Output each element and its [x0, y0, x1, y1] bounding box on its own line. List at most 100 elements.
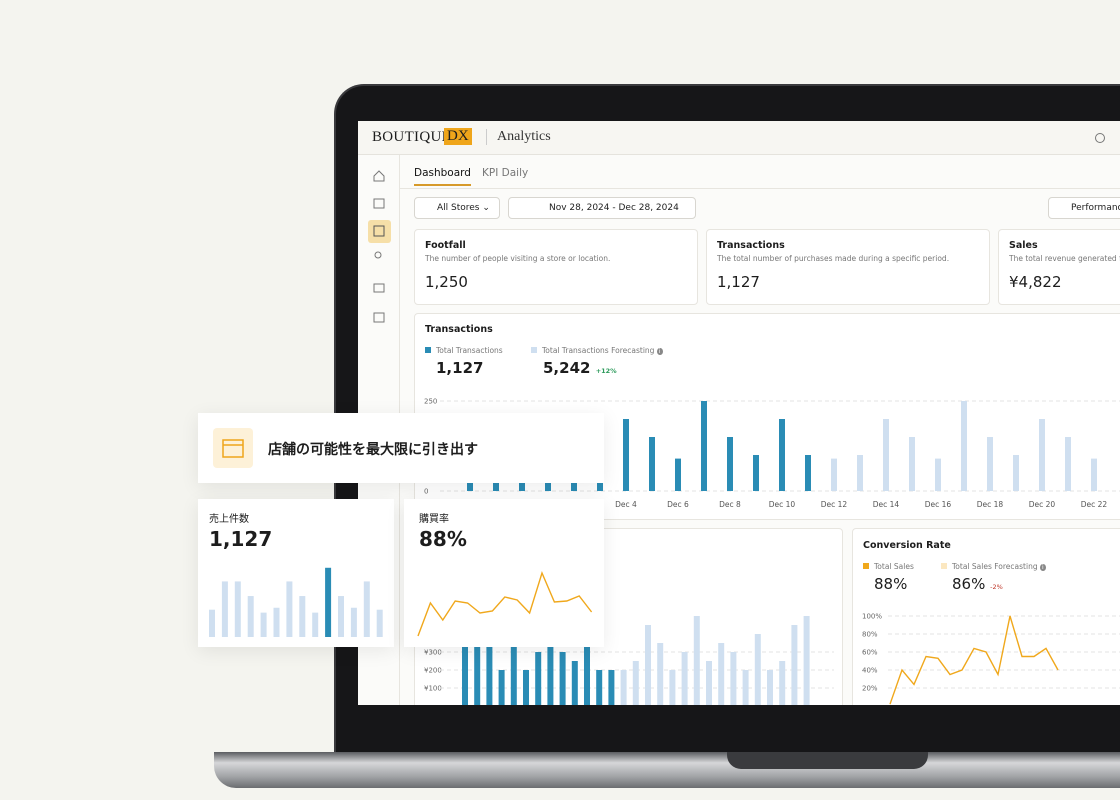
- bar: [350, 607, 357, 637]
- legend-label: Total Sales Forecasting: [952, 562, 1038, 571]
- bar: [706, 661, 712, 705]
- legend-item: Total Transactions Forecasting i: [531, 346, 663, 355]
- bar: [376, 609, 383, 637]
- legend-value: 5,242 +12%: [543, 359, 617, 377]
- bar: [742, 670, 749, 705]
- sidebar-icons[interactable]: [358, 155, 400, 355]
- bar: [338, 596, 344, 637]
- section-title: Analytics: [486, 129, 551, 145]
- legend-value-text: 86%: [952, 575, 986, 593]
- legend-value: 88%: [874, 575, 908, 593]
- store-filter[interactable]: All Stores ⌄: [414, 197, 500, 219]
- brand: BOUTIQUE: [372, 129, 452, 145]
- report-label: Performanc: [1071, 203, 1120, 213]
- x-tick-label: Dec 18: [977, 500, 1004, 509]
- x-tick-label: Dec 12: [821, 500, 848, 509]
- settings-icon[interactable]: [373, 312, 385, 323]
- bar: [535, 652, 542, 705]
- mini-value: 1,127: [209, 527, 273, 551]
- bar: [623, 419, 629, 491]
- mini-card: 売上件数 1,127: [198, 499, 394, 647]
- tab[interactable]: KPI Daily: [482, 167, 529, 179]
- bar: [584, 643, 590, 705]
- legend-value-text: 5,242: [543, 359, 591, 377]
- chart-title: Conversion Rate: [863, 540, 951, 551]
- kpi-title: Footfall: [425, 240, 466, 251]
- legend-swatch: [863, 563, 869, 569]
- tab[interactable]: Dashboard: [414, 167, 471, 186]
- bar: [669, 670, 676, 705]
- x-tick-label: Dec 14: [873, 500, 900, 509]
- calendar-icon[interactable]: [373, 198, 385, 209]
- legend-value: 1,127: [436, 359, 484, 377]
- y-tick-label: 0: [424, 488, 428, 496]
- bar: [805, 455, 811, 491]
- box-icon[interactable]: [373, 283, 385, 293]
- x-tick-label: Dec 8: [719, 500, 741, 509]
- chart-icon[interactable]: [373, 225, 385, 237]
- info-icon[interactable]: i: [656, 348, 663, 355]
- legend-item: Total Sales: [863, 562, 914, 571]
- legend-label: Total Transactions Forecasting: [542, 346, 655, 355]
- x-tick-label: Dec 20: [1029, 500, 1056, 509]
- bar: [571, 661, 578, 705]
- bar: [299, 596, 306, 637]
- bar: [730, 652, 737, 705]
- line: [889, 615, 1059, 705]
- kpi-card: Transactions The total number of purchas…: [706, 229, 990, 305]
- legend-swatch: [941, 563, 947, 569]
- x-tick-label: Dec 10: [769, 500, 796, 509]
- bar: [803, 616, 810, 705]
- bar: [363, 581, 370, 637]
- kpi-value: 1,250: [425, 273, 468, 291]
- bar: [935, 458, 941, 491]
- bar: [1091, 458, 1097, 491]
- bar: [701, 401, 707, 491]
- bar: [649, 437, 655, 491]
- kpi-description: The total revenue generated fro: [1009, 254, 1120, 263]
- bar: [632, 661, 639, 705]
- bar: [779, 661, 786, 705]
- help-icon[interactable]: [1094, 132, 1106, 144]
- bar: [987, 437, 993, 491]
- bar: [753, 455, 759, 491]
- bar: [1065, 437, 1071, 491]
- legend-label: Total Transactions: [436, 346, 503, 355]
- bar: [675, 458, 681, 491]
- bar: [693, 616, 700, 705]
- promo-icon: [213, 428, 253, 468]
- bar: [779, 419, 785, 491]
- y-tick-label: 100%: [862, 613, 882, 621]
- bar: [234, 581, 241, 637]
- kpi-card: Sales The total revenue generated fro ¥4…: [998, 229, 1120, 305]
- bar: [547, 643, 554, 705]
- y-tick-label: 20%: [862, 685, 878, 693]
- users-icon[interactable]: [374, 251, 382, 259]
- date-filter[interactable]: Nov 28, 2024 - Dec 28, 2024: [508, 197, 696, 219]
- bar: [961, 401, 967, 491]
- bar: [510, 643, 517, 705]
- bar: [909, 437, 915, 491]
- kpi-value: ¥4,822: [1009, 273, 1062, 291]
- bar: [718, 643, 725, 705]
- y-tick-label: 40%: [862, 667, 878, 675]
- info-icon[interactable]: i: [1039, 564, 1046, 571]
- y-tick-label: ¥100: [424, 685, 442, 693]
- bar: [247, 596, 254, 637]
- legend-swatch: [531, 347, 537, 353]
- store-label: All Stores: [437, 203, 480, 213]
- bar: [312, 612, 319, 637]
- kpi-description: The number of people visiting a store or…: [425, 254, 611, 263]
- legend-item: Total Transactions: [425, 346, 503, 355]
- bar: [831, 458, 837, 491]
- bar: [657, 643, 664, 705]
- kpi-description: The total number of purchases made durin…: [717, 254, 950, 263]
- report-filter[interactable]: Performanc: [1048, 197, 1120, 219]
- bar: [681, 652, 688, 705]
- kpi-value: 1,127: [717, 273, 760, 291]
- home-icon[interactable]: [373, 170, 385, 182]
- bar: [791, 625, 798, 705]
- bar: [620, 670, 627, 705]
- kpi-card: Footfall The number of people visiting a…: [414, 229, 698, 305]
- divider: [400, 188, 1120, 189]
